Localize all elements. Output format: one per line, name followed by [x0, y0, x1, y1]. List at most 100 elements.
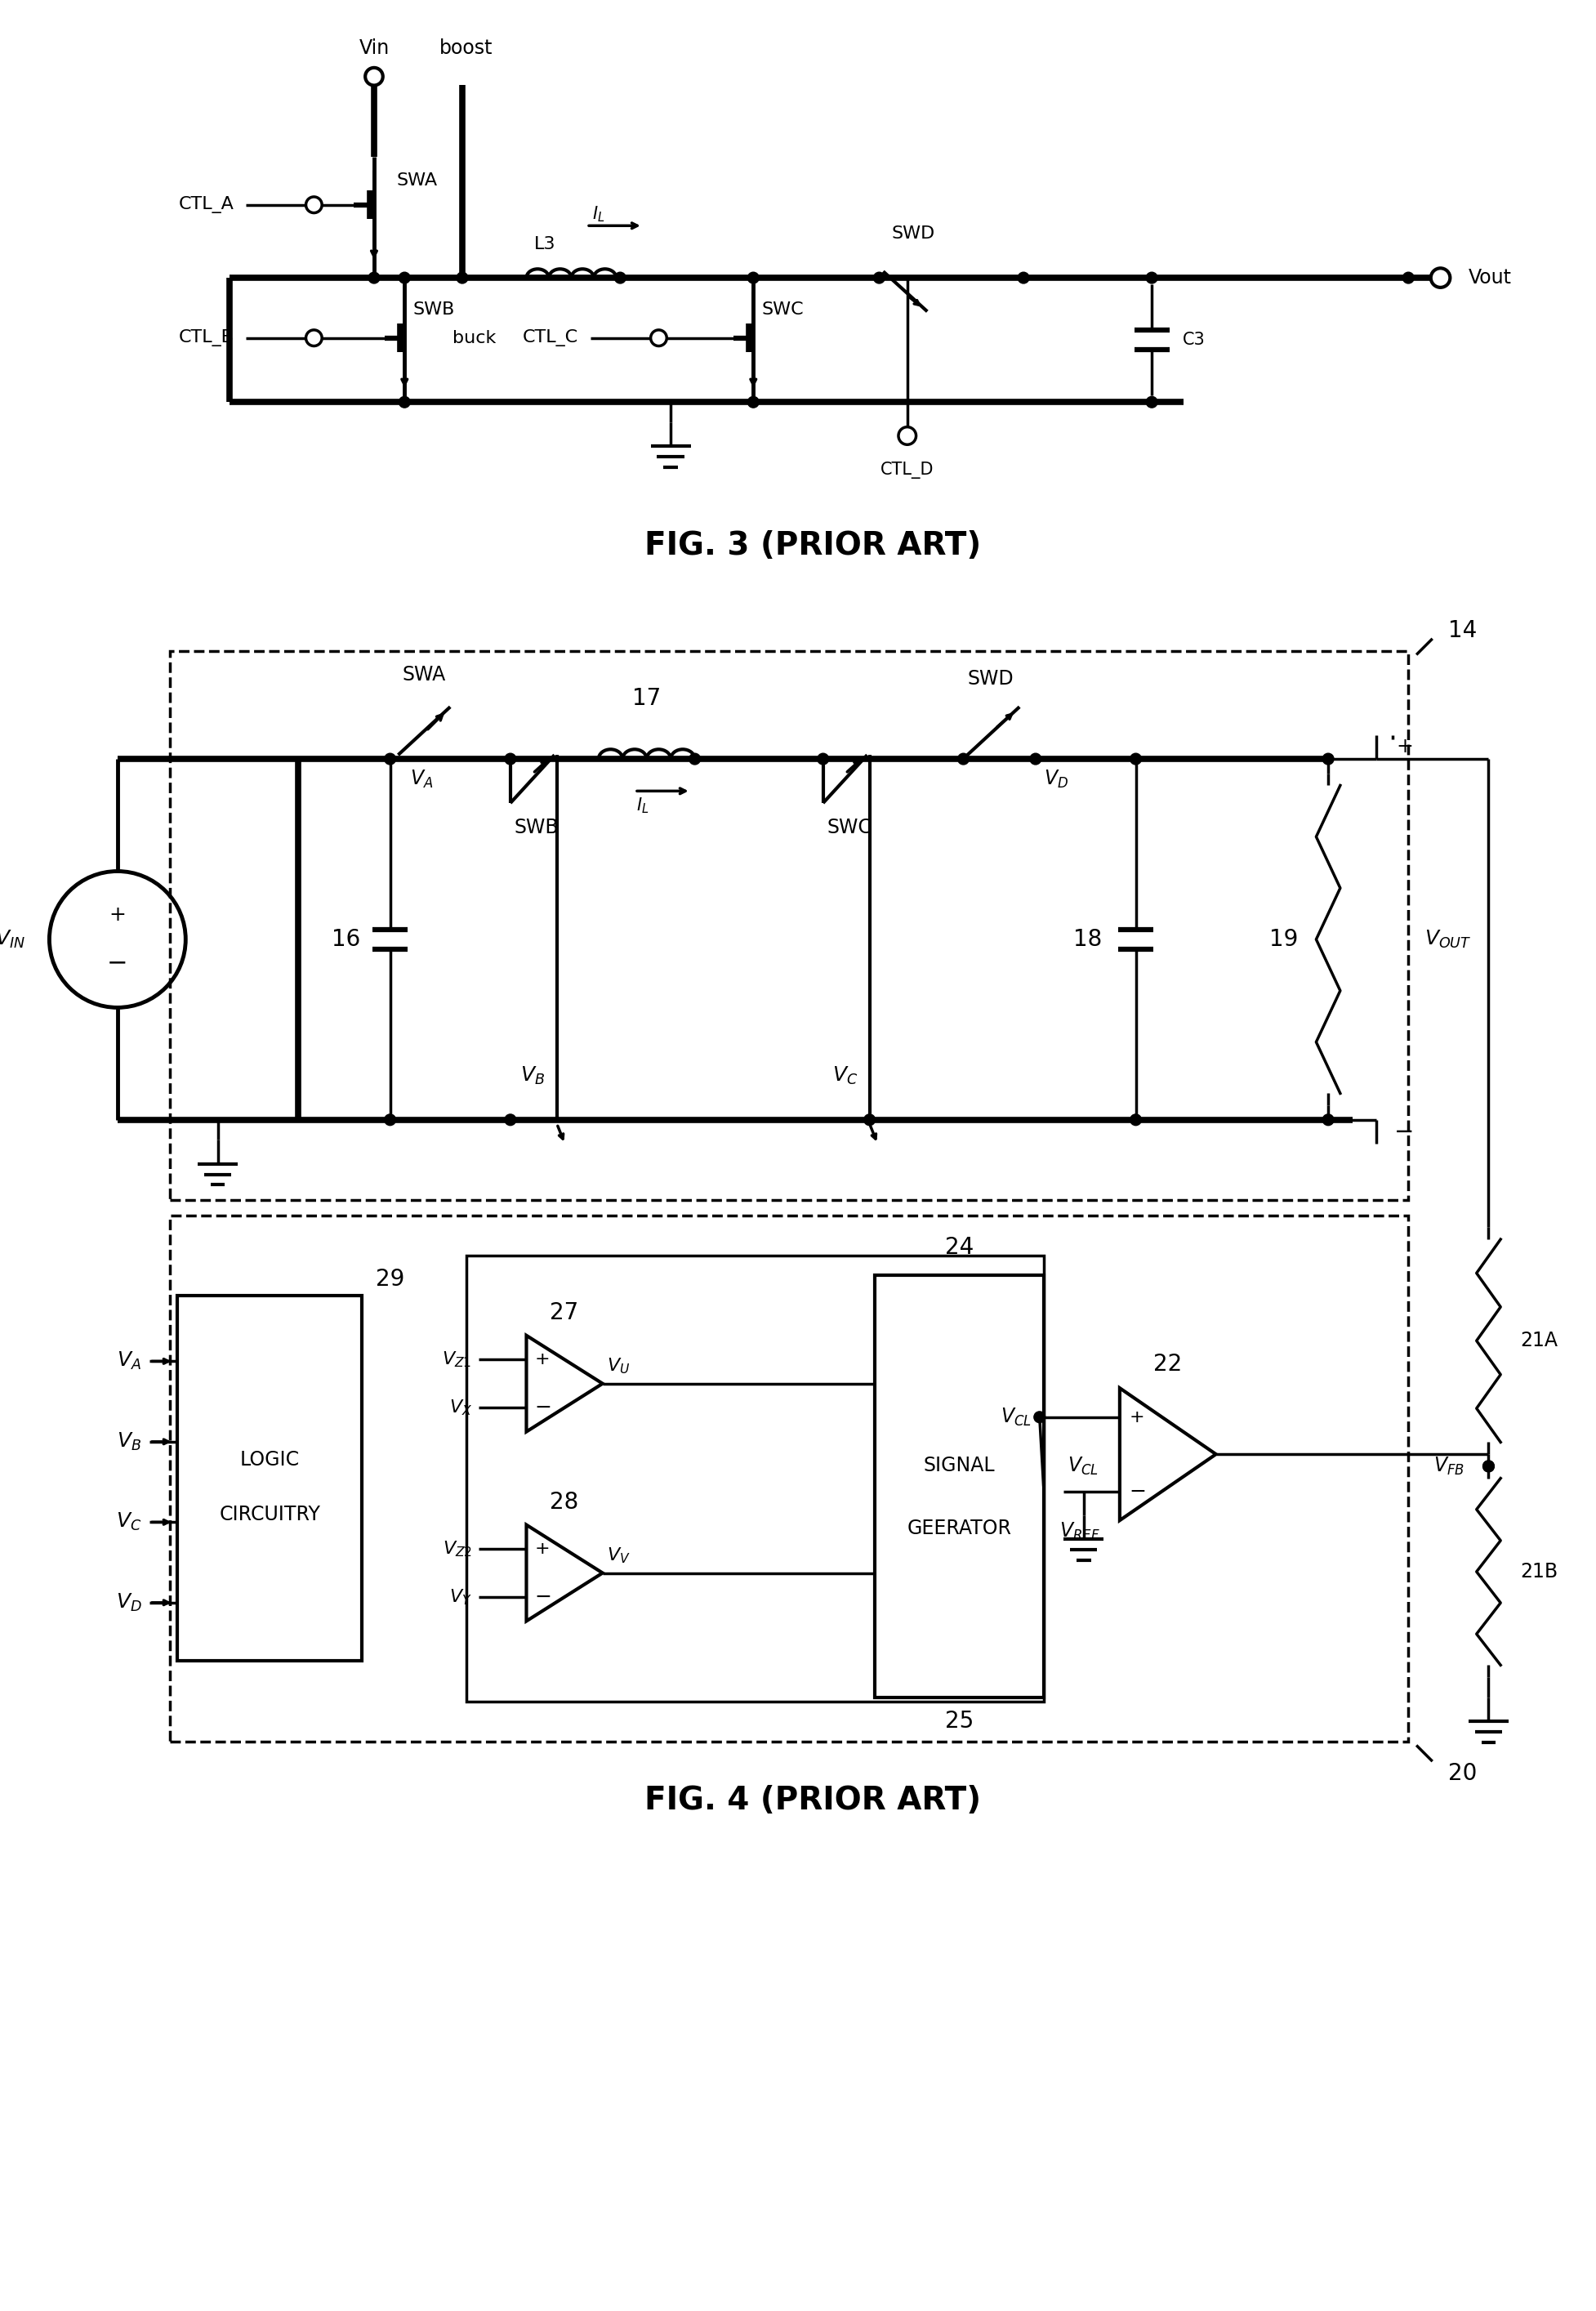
Circle shape: [747, 397, 760, 407]
Text: +: +: [535, 1352, 549, 1368]
Circle shape: [1130, 1114, 1141, 1125]
Text: 21B: 21B: [1521, 1562, 1558, 1581]
Circle shape: [1130, 753, 1141, 765]
Circle shape: [1146, 273, 1157, 284]
Circle shape: [873, 273, 884, 284]
Circle shape: [399, 397, 410, 407]
Text: −: −: [107, 952, 128, 975]
Circle shape: [1403, 273, 1414, 284]
Circle shape: [456, 273, 468, 284]
Circle shape: [958, 753, 969, 765]
Text: 22: 22: [1154, 1352, 1183, 1375]
Text: $V_A$: $V_A$: [410, 767, 433, 790]
Text: +: +: [1396, 737, 1412, 756]
Bar: [169, 652, 1408, 1199]
Text: buck: buck: [453, 330, 496, 347]
Text: $V_X$: $V_X$: [448, 1398, 472, 1417]
Text: Vout: Vout: [1468, 268, 1511, 287]
Text: 19: 19: [1270, 929, 1299, 950]
Text: FIG. 3 (PRIOR ART): FIG. 3 (PRIOR ART): [645, 529, 982, 562]
Text: 18: 18: [1073, 929, 1103, 950]
Text: 20: 20: [1449, 1761, 1478, 1784]
Text: 21A: 21A: [1521, 1331, 1558, 1350]
Text: SIGNAL: SIGNAL: [924, 1456, 996, 1474]
Text: GEERATOR: GEERATOR: [907, 1518, 1012, 1539]
Text: $V_{CL}$: $V_{CL}$: [1068, 1456, 1098, 1477]
Text: $V_{Z1}$: $V_{Z1}$: [442, 1350, 472, 1368]
Text: $V_D$: $V_D$: [115, 1592, 142, 1613]
Text: $V_{FB}$: $V_{FB}$: [1433, 1456, 1465, 1477]
Text: SWD: SWD: [891, 226, 935, 243]
Text: 24: 24: [945, 1236, 974, 1259]
Text: 16: 16: [332, 929, 361, 950]
Text: SWC: SWC: [761, 303, 803, 319]
Circle shape: [1323, 753, 1334, 765]
Text: 14: 14: [1449, 619, 1478, 642]
Text: SWA: SWA: [402, 666, 445, 684]
Circle shape: [369, 273, 380, 284]
Text: 27: 27: [551, 1301, 579, 1324]
Text: CTL_B: CTL_B: [179, 330, 233, 347]
Circle shape: [863, 1114, 875, 1125]
Text: $V_V$: $V_V$: [606, 1546, 630, 1565]
Circle shape: [399, 273, 410, 284]
Circle shape: [689, 753, 701, 765]
Text: −: −: [535, 1398, 552, 1417]
Text: $V_{OUT}$: $V_{OUT}$: [1424, 929, 1472, 950]
Text: Vin: Vin: [359, 39, 389, 58]
Text: $I_L$: $I_L$: [637, 795, 650, 816]
Circle shape: [504, 1114, 516, 1125]
Text: LOGIC: LOGIC: [239, 1451, 300, 1470]
Circle shape: [1034, 1412, 1045, 1424]
Text: $V_D$: $V_D$: [1044, 767, 1068, 790]
Text: $V_{REF}$: $V_{REF}$: [1060, 1521, 1100, 1541]
Text: $V_Y$: $V_Y$: [448, 1588, 472, 1606]
Circle shape: [747, 273, 760, 284]
Text: +: +: [109, 906, 126, 924]
Text: SWB: SWB: [514, 818, 559, 837]
Text: −: −: [1130, 1481, 1146, 1502]
Circle shape: [385, 1114, 396, 1125]
Text: $V_C$: $V_C$: [117, 1511, 142, 1532]
Text: $V_{Z2}$: $V_{Z2}$: [442, 1539, 472, 1558]
Circle shape: [1323, 1114, 1334, 1125]
Circle shape: [1483, 1461, 1494, 1472]
Text: 17: 17: [632, 686, 661, 709]
Text: SWD: SWD: [967, 668, 1013, 689]
Circle shape: [1483, 1461, 1494, 1472]
Text: +: +: [535, 1541, 549, 1558]
Text: C3: C3: [1183, 333, 1205, 349]
Circle shape: [614, 273, 626, 284]
Text: boost: boost: [439, 39, 493, 58]
Bar: [875, 1276, 1044, 1696]
Text: $V_{IN}$: $V_{IN}$: [0, 929, 26, 950]
Text: 28: 28: [551, 1491, 579, 1514]
Text: $I_L$: $I_L$: [592, 206, 605, 224]
Text: FIG. 4 (PRIOR ART): FIG. 4 (PRIOR ART): [645, 1784, 982, 1816]
Text: CTL_D: CTL_D: [881, 462, 934, 478]
Text: $V_A$: $V_A$: [117, 1350, 142, 1373]
Text: CIRCUITRY: CIRCUITRY: [219, 1504, 321, 1525]
Text: 25: 25: [945, 1710, 974, 1733]
Text: L3: L3: [535, 236, 555, 252]
Text: $V_B$: $V_B$: [520, 1065, 544, 1086]
Text: SWA: SWA: [396, 173, 437, 190]
Text: $V_B$: $V_B$: [117, 1431, 142, 1451]
Text: CTL_C: CTL_C: [523, 330, 578, 347]
Text: SWC: SWC: [827, 818, 871, 837]
Text: SWB: SWB: [412, 303, 455, 319]
Circle shape: [385, 753, 396, 765]
Bar: [466, 1255, 1044, 1701]
Circle shape: [1018, 273, 1029, 284]
Circle shape: [1029, 753, 1041, 765]
Text: +: +: [1130, 1410, 1144, 1426]
Text: $V_U$: $V_U$: [606, 1357, 630, 1375]
Text: −: −: [1395, 1121, 1414, 1144]
Text: CTL_A: CTL_A: [179, 196, 233, 213]
Circle shape: [817, 753, 828, 765]
Text: 29: 29: [375, 1269, 404, 1292]
Text: $V_{CL}$: $V_{CL}$: [1001, 1407, 1031, 1428]
Circle shape: [504, 753, 516, 765]
Bar: [169, 1216, 1408, 1740]
Text: −: −: [535, 1588, 552, 1606]
